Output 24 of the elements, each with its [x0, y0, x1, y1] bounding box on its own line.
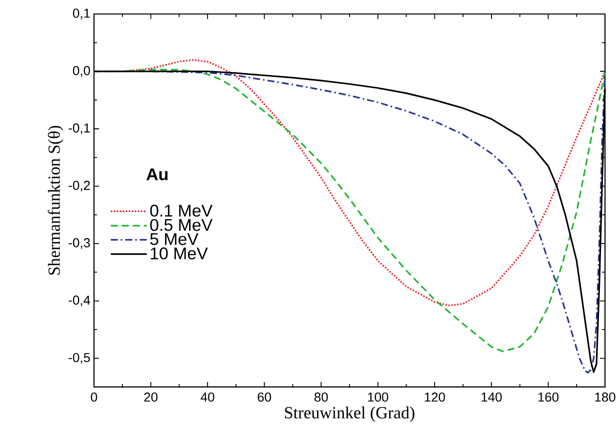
legend-label: 10 MeV	[150, 247, 208, 260]
x-tick-label: 20	[144, 392, 158, 402]
legend-label: 0.5 MeV	[150, 218, 213, 231]
y-axis-title: Shermanfunktion S(θ)	[48, 126, 64, 275]
y-tick-label: -0,2	[68, 180, 90, 192]
y-tick-label: 0,1	[72, 8, 90, 20]
x-tick-label: 80	[314, 392, 328, 402]
y-tick-label: 0,0	[72, 66, 90, 77]
x-tick-label: 40	[200, 392, 214, 402]
x-tick-label: 0	[90, 392, 98, 402]
y-tick-label: -0,3	[68, 238, 90, 249]
x-tick-label: 120	[424, 392, 445, 402]
x-tick-label: 100	[368, 392, 388, 402]
y-tick-label: -0,1	[68, 123, 90, 134]
x-axis-title: Streuwinkel (Grad)	[285, 406, 414, 422]
legend-label: 0.1 MeV	[150, 204, 213, 217]
x-tick-label: 140	[482, 392, 502, 402]
x-tick-label: 180	[595, 392, 616, 402]
y-tick-label: -0,4	[68, 296, 90, 306]
legend-title: Au	[146, 168, 168, 180]
legend-label: 5 MeV	[150, 233, 198, 246]
y-tick-label: -0,5	[68, 352, 90, 364]
x-tick-label: 160	[538, 392, 559, 402]
x-tick-label: 60	[258, 392, 272, 402]
